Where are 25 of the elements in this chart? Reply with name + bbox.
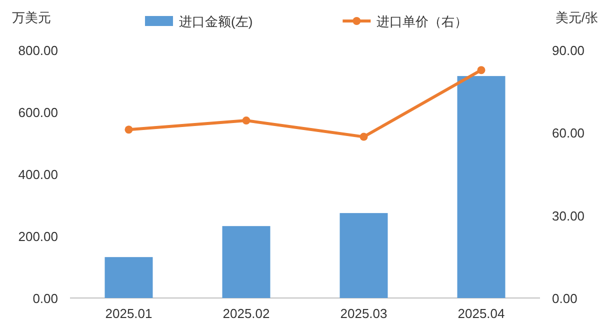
bar	[340, 213, 388, 298]
y-tick-label: 0.00	[32, 291, 58, 306]
x-tick-label: 2025.04	[458, 306, 505, 321]
y-tick-label: 800.00	[18, 43, 58, 58]
point	[360, 132, 368, 141]
y-axis-title: 万美元	[12, 10, 51, 25]
legend-label: 进口金额(左)	[179, 14, 253, 29]
x-tick-label: 2025.01	[105, 306, 152, 321]
y2-axis-title: 美元/张	[555, 10, 598, 25]
bar	[457, 76, 506, 298]
legend-label: 进口单价（右）	[376, 14, 468, 29]
y2-tick-label: 0.00	[552, 291, 578, 306]
point	[124, 126, 133, 134]
y2-tick-label: 30.00	[552, 208, 585, 224]
y2-tick-label: 90.00	[552, 43, 585, 58]
x-tick-label: 2025.03	[340, 306, 388, 321]
point	[242, 116, 250, 125]
y-tick-label: 200.00	[18, 229, 58, 244]
bar	[104, 257, 153, 298]
y-tick-label: 400.00	[18, 167, 58, 182]
bar	[222, 226, 270, 298]
y-tick-label: 600.00	[18, 105, 58, 120]
point	[477, 66, 486, 74]
x-tick-label: 2025.02	[222, 306, 270, 321]
y2-tick-label: 60.00	[552, 126, 585, 141]
